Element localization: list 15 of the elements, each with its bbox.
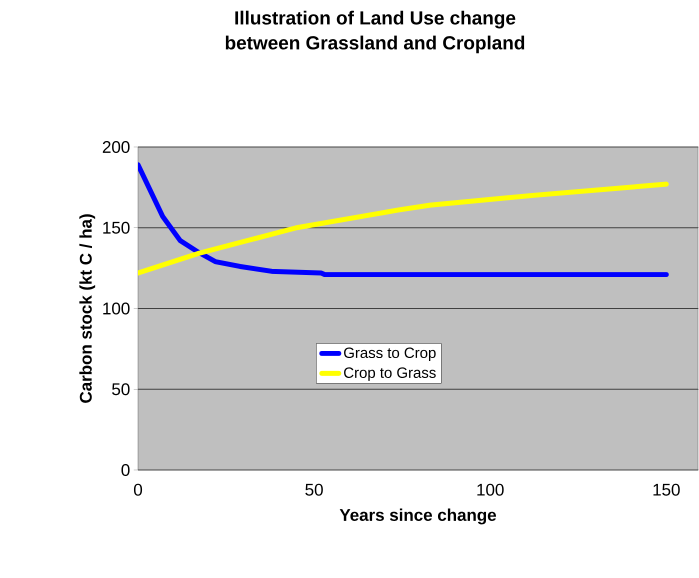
line-series (138, 182, 669, 276)
chart-title: Illustration of Land Use change between Grassland and Cropland (226, 10, 524, 54)
y-tick-label: 0 (121, 464, 130, 476)
y-axis-title: Carbon stock (kt C / ha) (79, 214, 96, 403)
y-tick-label: 150 (103, 222, 130, 234)
x-tick-label: 150 (653, 484, 680, 496)
legend-label: Grass to Crop (344, 347, 436, 362)
x-axis-title: Years since change (340, 508, 496, 524)
x-tick-label: 0 (134, 484, 142, 496)
x-tick-label: 100 (477, 484, 504, 496)
y-tick-label: 50 (112, 383, 130, 396)
y-tick-label: 200 (102, 140, 130, 153)
legend-label: Crop to Grass (344, 367, 436, 381)
y-tick-label: 100 (103, 302, 130, 314)
x-tick-label: 50 (305, 484, 323, 496)
